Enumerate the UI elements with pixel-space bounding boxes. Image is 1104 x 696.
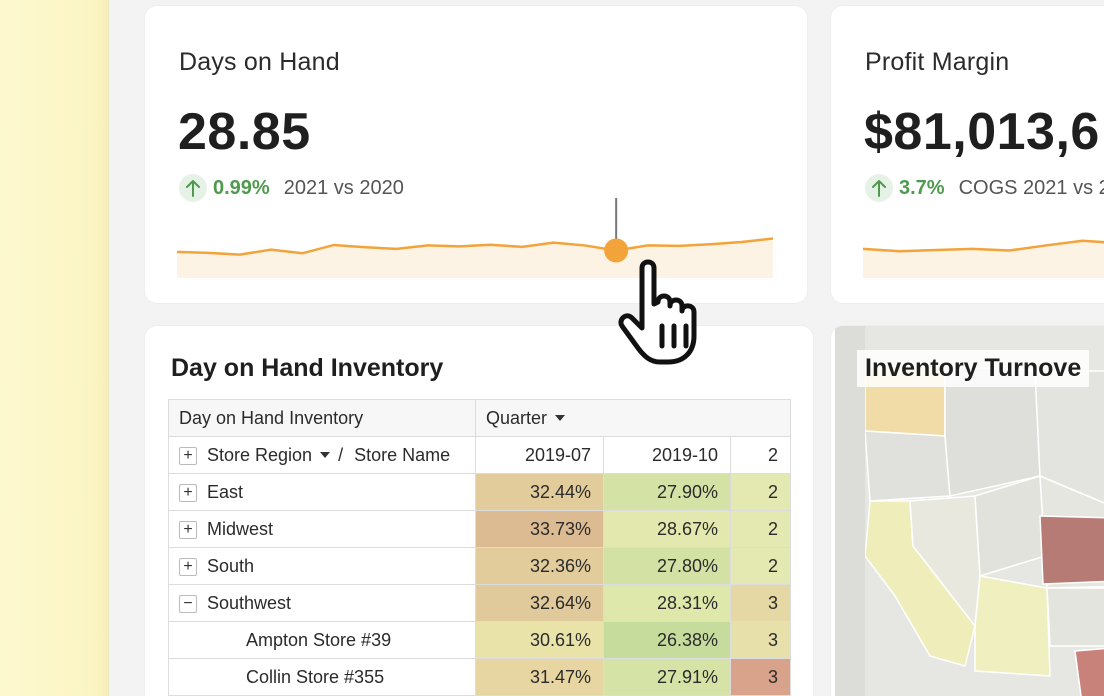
kpi-title: Profit Margin (865, 48, 1010, 76)
table-cell[interactable]: 32.44% (475, 473, 604, 511)
sparkline-chart[interactable] (863, 198, 1104, 278)
kpi-title: Days on Hand (179, 48, 340, 76)
table-header-label: Day on Hand Inventory (168, 399, 476, 437)
inventory-map-card[interactable]: Inventory Turnove (831, 326, 1104, 696)
row-label-cell[interactable]: − Southwest (168, 584, 476, 622)
row-label-cell[interactable]: Collin Store #355 (168, 658, 476, 696)
kpi-delta-row: 0.99% 2021 vs 2020 (179, 174, 404, 202)
row-label: Midwest (207, 518, 274, 539)
table-row[interactable]: + South 32.36% 27.80% 2 (168, 547, 792, 585)
sparkline-area (863, 240, 1104, 278)
table-cell[interactable]: 3 (729, 621, 792, 659)
row-label: South (207, 555, 255, 576)
dashboard-canvas: Days on Hand 28.85 0.99% 2021 vs 2020 Pr… (108, 0, 1104, 696)
table-cell[interactable]: 27.90% (603, 473, 731, 511)
column-header[interactable]: 2 (729, 436, 792, 474)
table-cell[interactable]: 33.73% (475, 510, 604, 548)
kpi-delta-row: 3.7% COGS 2021 vs 2 (865, 174, 1104, 202)
quarter-label: Quarter (486, 407, 548, 428)
table-cell[interactable]: 28.31% (603, 584, 731, 622)
table-row[interactable]: + Midwest 33.73% 28.67% 2 (168, 510, 792, 548)
table-cell[interactable]: 2 (729, 547, 792, 585)
table-cell[interactable]: 3 (729, 658, 792, 696)
expand-icon[interactable]: + (179, 520, 197, 539)
sparkline-highlight-point[interactable] (604, 238, 629, 263)
table-cell[interactable]: 32.36% (475, 547, 604, 585)
sparkline-area (177, 238, 773, 278)
kpi-value: $81,013,6 (864, 103, 1100, 161)
table-cell[interactable]: 27.91% (603, 658, 731, 696)
arrow-up-icon (179, 174, 207, 202)
table-cell[interactable]: 27.80% (603, 547, 731, 585)
table-cell[interactable]: 3 (729, 584, 792, 622)
collapse-icon[interactable]: − (179, 594, 197, 613)
kpi-value: 28.85 (178, 103, 311, 161)
expand-icon[interactable]: + (179, 557, 197, 576)
region-map[interactable] (835, 326, 1104, 696)
table-row[interactable]: Collin Store #355 31.47% 27.91% 3 (168, 658, 792, 696)
row-label-cell[interactable]: Ampton Store #39 (168, 621, 476, 659)
kpi-card-days-on-hand[interactable]: Days on Hand 28.85 0.99% 2021 vs 2020 (145, 6, 807, 303)
table-row[interactable]: − Southwest 32.64% 28.31% 3 (168, 584, 792, 622)
column-header[interactable]: 2019-10 (603, 436, 731, 474)
row-header[interactable]: + Store Region / Store Name (168, 436, 476, 474)
row-label: Collin Store #355 (246, 666, 385, 687)
kpi-comparison-label: 2021 vs 2020 (283, 176, 404, 199)
row-label-cell[interactable]: + Midwest (168, 510, 476, 548)
sparkline-line (177, 237, 774, 256)
arrow-up-icon (865, 174, 893, 202)
table-title: Day on Hand Inventory (171, 354, 444, 382)
kpi-delta-value: 3.7% (899, 176, 945, 199)
left-panel-background (0, 0, 108, 696)
sparkline-line (863, 239, 1104, 253)
table-cell[interactable]: 28.67% (603, 510, 731, 548)
hand-pointer-icon (618, 259, 697, 365)
row-label: Southwest (207, 592, 292, 613)
map-title: Inventory Turnove (857, 350, 1090, 387)
caret-down-icon[interactable] (555, 414, 566, 421)
inventory-table-card: Day on Hand Inventory Day on Hand Invent… (145, 326, 813, 696)
caret-down-icon[interactable] (320, 451, 331, 458)
table-cell[interactable]: 32.64% (475, 584, 604, 622)
table-cell[interactable]: 30.61% (475, 621, 604, 659)
store-name-label: Store Name (354, 444, 451, 465)
column-header[interactable]: 2019-07 (475, 436, 604, 474)
kpi-delta-value: 0.99% (213, 176, 270, 199)
table-cell[interactable]: 2 (729, 510, 792, 548)
table-cell[interactable]: 26.38% (603, 621, 731, 659)
table-cell[interactable]: 2 (729, 473, 792, 511)
row-label-cell[interactable]: + East (168, 473, 476, 511)
row-label-cell[interactable]: + South (168, 547, 476, 585)
row-label: Ampton Store #39 (246, 629, 392, 650)
expand-icon[interactable]: + (179, 483, 197, 502)
kpi-card-profit-margin[interactable]: Profit Margin $81,013,6 3.7% COGS 2021 v… (831, 6, 1104, 303)
expand-all-icon[interactable]: + (179, 446, 197, 465)
table-row[interactable]: Ampton Store #39 30.61% 26.38% 3 (168, 621, 792, 659)
row-header-separator: / (338, 444, 344, 465)
table-cell[interactable]: 31.47% (475, 658, 604, 696)
pivot-table[interactable]: Day on Hand Inventory Quarter + Store Reg… (168, 399, 792, 696)
table-row[interactable]: + East 32.44% 27.90% 2 (168, 473, 792, 511)
store-region-label: Store Region (207, 444, 313, 465)
quarter-dropdown[interactable]: Quarter (474, 399, 792, 437)
row-label: East (207, 481, 244, 502)
sparkline-chart[interactable] (177, 198, 777, 278)
kpi-comparison-label: COGS 2021 vs 2 (958, 176, 1104, 199)
